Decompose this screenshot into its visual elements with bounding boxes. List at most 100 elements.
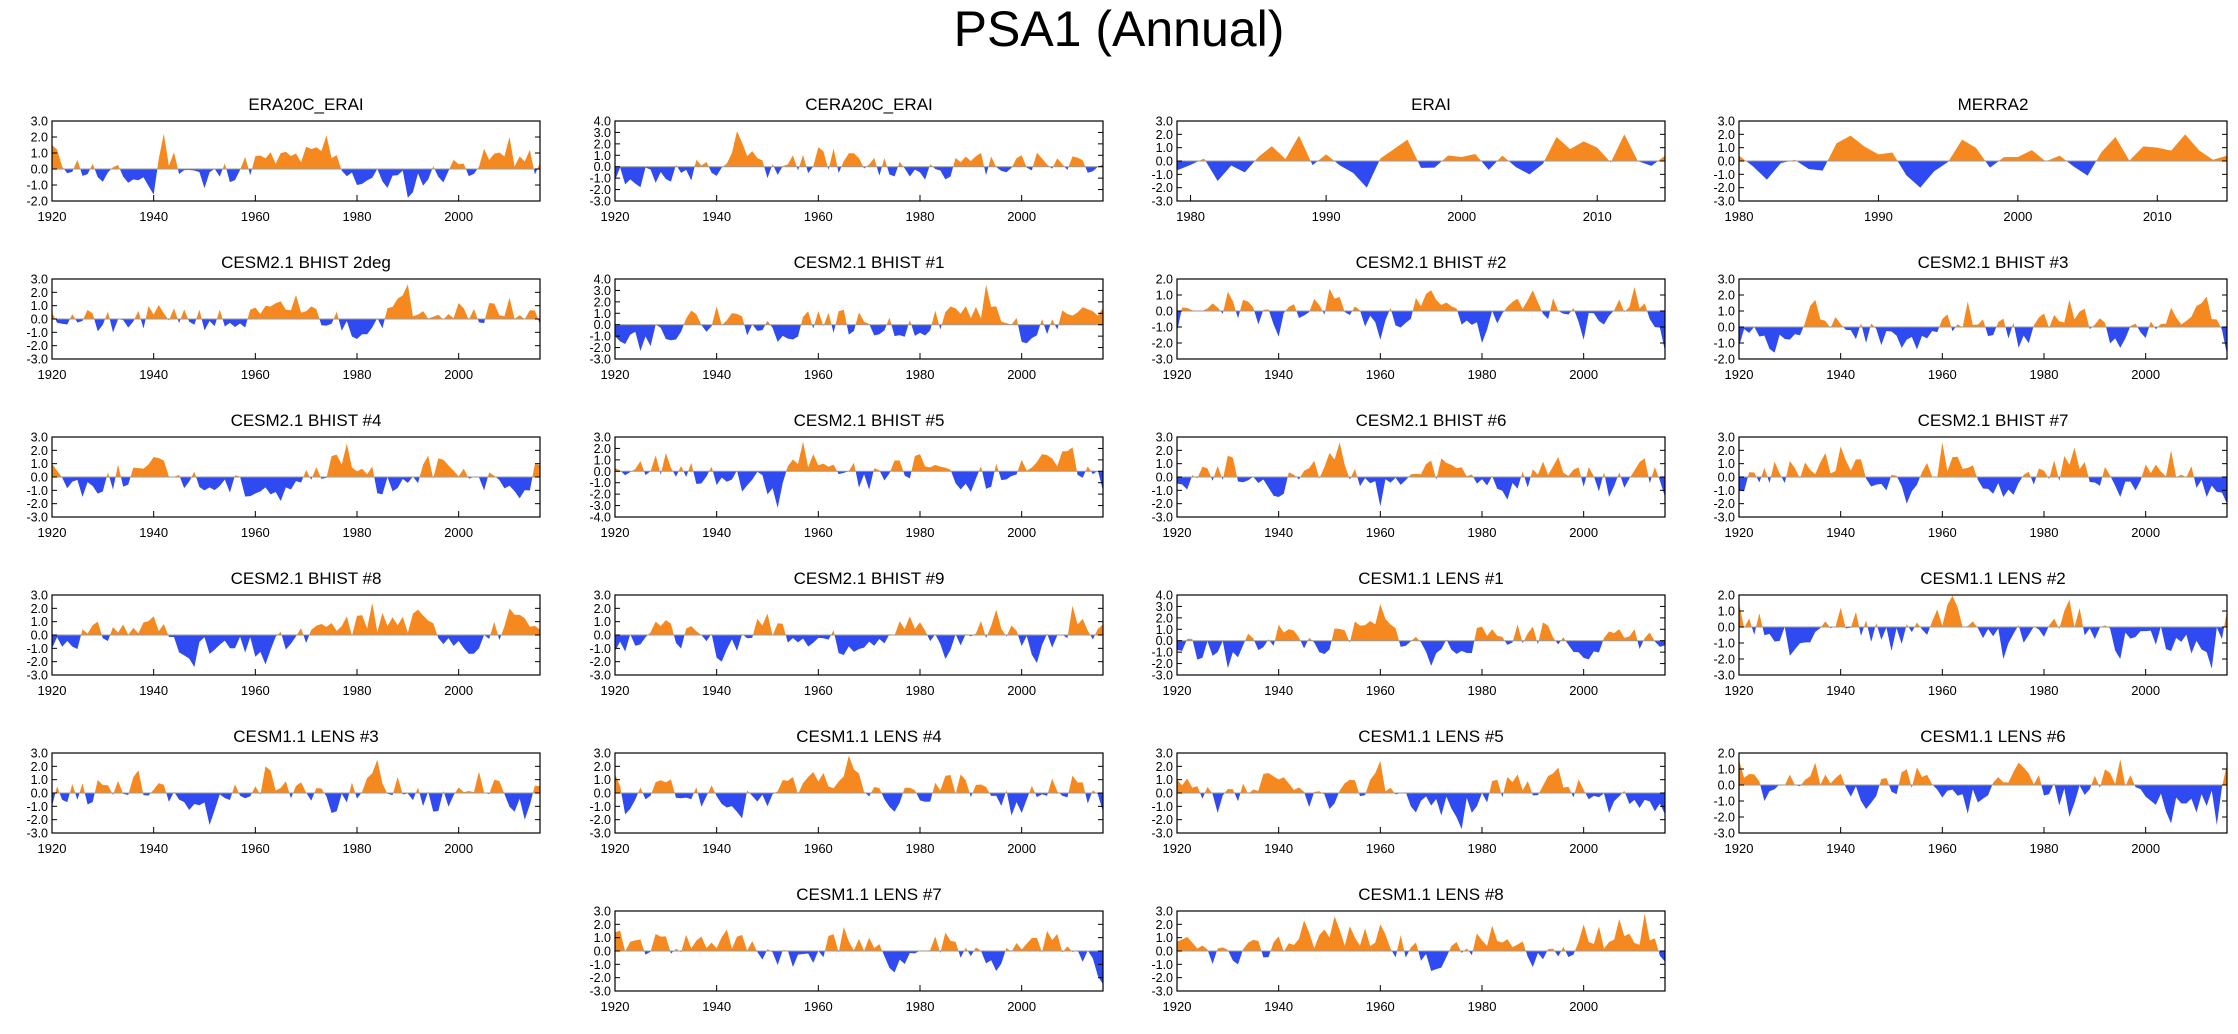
y-tick-label: 0.0 <box>594 318 611 332</box>
panel-title: CESM1.1 LENS #4 <box>796 727 942 746</box>
y-tick-label: 0.0 <box>594 945 611 959</box>
y-tick-label: 3.0 <box>1156 747 1173 761</box>
chart-panel: ERAI 3.0 2.0 1.0 0.0 -1.0 -2.0 -3.0 1980 1990 2000… <box>1135 95 1697 235</box>
y-tick-label: 1.0 <box>594 615 611 629</box>
positive-area <box>1177 761 1665 793</box>
y-tick-label: -3.0 <box>1151 511 1173 525</box>
y-tick-label: 3.0 <box>31 431 48 445</box>
x-tick-label: 1960 <box>1366 525 1395 540</box>
x-tick-label: 1920 <box>601 525 630 540</box>
panel-title: CESM1.1 LENS #2 <box>1920 569 2066 588</box>
plot-frame <box>614 436 1104 518</box>
x-tick-label: 2000 <box>1007 841 1036 856</box>
y-tick-label: 3.0 <box>594 126 611 140</box>
x-tick-label: 1960 <box>804 367 833 382</box>
x-tick-label: 1960 <box>241 841 270 856</box>
x-tick-label: 1920 <box>38 683 67 698</box>
x-tick-label: 1940 <box>702 841 731 856</box>
y-tick-label: 0.0 <box>31 787 48 801</box>
y-tick-label: -3.0 <box>589 195 611 209</box>
x-tick-label: 1990 <box>1312 209 1341 224</box>
plot-frame <box>1738 278 2228 360</box>
x-tick-label: 1940 <box>702 525 731 540</box>
x-tick-label: 1920 <box>1725 525 1754 540</box>
plot-frame <box>1176 594 1666 676</box>
y-tick-label: 0.0 <box>594 629 611 643</box>
panel-title: CESM1.1 LENS #6 <box>1920 727 2066 746</box>
y-tick-label: 1.0 <box>1156 457 1173 471</box>
y-tick-label: 3.0 <box>31 115 48 129</box>
y-tick-label: 3.0 <box>1156 115 1173 129</box>
y-tick-label: 2.0 <box>31 131 48 145</box>
x-tick-label: 1980 <box>343 209 372 224</box>
y-tick-label: 3.0 <box>594 431 611 445</box>
x-tick-label: 2000 <box>1007 999 1036 1014</box>
positive-area <box>1177 287 1665 311</box>
y-tick-label: -1.0 <box>1151 321 1173 335</box>
x-tick-label: 1980 <box>343 841 372 856</box>
y-tick-label: -2.0 <box>1151 813 1173 827</box>
y-tick-label: 0.0 <box>1718 471 1735 485</box>
y-tick-label: -3.0 <box>1713 827 1735 841</box>
y-tick-label: 3.0 <box>594 284 611 298</box>
y-tick-label: 2.0 <box>1156 918 1173 932</box>
panel-title: ERA20C_ERAI <box>248 95 364 114</box>
y-tick-label: 2.0 <box>594 137 611 151</box>
y-tick-label: 2.0 <box>31 602 48 616</box>
x-tick-label: 1960 <box>804 841 833 856</box>
x-tick-label: 1960 <box>241 683 270 698</box>
x-tick-label: 1940 <box>139 367 168 382</box>
y-tick-label: -2.0 <box>26 195 48 209</box>
y-tick-label: 0.0 <box>594 465 611 479</box>
x-tick-label: 1960 <box>1366 367 1395 382</box>
positive-area <box>1177 442 1665 477</box>
x-tick-label: 1940 <box>702 367 731 382</box>
y-tick-label: -1.0 <box>1713 484 1735 498</box>
y-tick-label: 0.0 <box>1718 621 1735 635</box>
x-tick-label: 1940 <box>139 841 168 856</box>
x-tick-label: 1920 <box>38 841 67 856</box>
x-tick-label: 1980 <box>1468 683 1497 698</box>
chart-panel: CESM1.1 LENS #7 3.0 2.0 1.0 0.0 -1.0 -2.0 -3.0 1… <box>573 885 1135 1025</box>
panel-title: CESM1.1 LENS #8 <box>1358 885 1504 904</box>
x-tick-label: 1960 <box>241 367 270 382</box>
x-tick-label: 1940 <box>1826 683 1855 698</box>
y-tick-label: -3.0 <box>589 353 611 367</box>
y-tick-label: -1.0 <box>1151 168 1173 182</box>
y-tick-label: -3.0 <box>1151 985 1173 999</box>
x-tick-label: 1960 <box>804 999 833 1014</box>
y-tick-label: 1.0 <box>1718 457 1735 471</box>
x-tick-label: 1960 <box>804 683 833 698</box>
y-tick-label: -1.0 <box>26 484 48 498</box>
y-tick-label: -2.0 <box>589 341 611 355</box>
y-tick-label: 2.0 <box>31 286 48 300</box>
y-tick-label: 2.0 <box>594 760 611 774</box>
y-tick-label: 2.0 <box>594 295 611 309</box>
x-tick-label: 1980 <box>2030 525 2059 540</box>
x-tick-label: 1980 <box>2030 683 2059 698</box>
x-tick-label: 1980 <box>343 683 372 698</box>
y-tick-label: -3.0 <box>26 827 48 841</box>
x-tick-label: 2000 <box>444 209 473 224</box>
y-tick-label: 4.0 <box>594 273 611 287</box>
chart-panel: CESM2.1 BHIST #4 3.0 2.0 1.0 0.0 -1.0 -2.0 -3.0… <box>10 411 572 551</box>
y-tick-label: -2.0 <box>26 497 48 511</box>
negative-area <box>615 166 1103 188</box>
x-tick-label: 2000 <box>1569 999 1598 1014</box>
positive-area <box>1739 759 2227 785</box>
panel-title: CESM2.1 BHIST #7 <box>1917 411 2069 430</box>
negative-area <box>1177 311 1665 351</box>
x-tick-label: 2010 <box>1583 209 1612 224</box>
figure-title: PSA1 (Annual) <box>953 1 1285 57</box>
y-tick-label: -1.0 <box>26 642 48 656</box>
y-tick-label: 0.0 <box>594 160 611 174</box>
y-tick-label: -3.0 <box>26 511 48 525</box>
x-tick-label: 1980 <box>2030 841 2059 856</box>
positive-area <box>1177 913 1665 951</box>
negative-area <box>52 477 540 501</box>
x-tick-label: 2000 <box>2003 209 2032 224</box>
y-tick-label: -3.0 <box>1151 669 1173 683</box>
